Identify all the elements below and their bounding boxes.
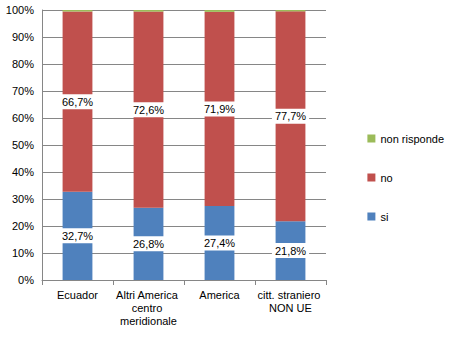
svg-text:Ecuador: Ecuador <box>57 289 98 301</box>
svg-text:NON UE: NON UE <box>269 302 312 314</box>
svg-text:no: no <box>380 172 392 184</box>
svg-text:77,7%: 77,7% <box>275 110 306 122</box>
svg-text:66,7%: 66,7% <box>62 96 93 108</box>
svg-text:centro: centro <box>132 302 166 314</box>
svg-text:21,8%: 21,8% <box>275 245 306 257</box>
svg-text:70%: 70% <box>12 85 34 97</box>
svg-text:America: America <box>199 289 240 301</box>
svg-text:71,9%: 71,9% <box>204 103 235 115</box>
svg-text:72,6%: 72,6% <box>133 104 164 116</box>
svg-text:60%: 60% <box>12 112 34 124</box>
svg-text:26,8%: 26,8% <box>133 238 164 250</box>
svg-text:80%: 80% <box>12 58 34 70</box>
svg-text:32,7%: 32,7% <box>62 230 93 242</box>
svg-text:90%: 90% <box>12 31 34 43</box>
svg-text:27,4%: 27,4% <box>204 237 235 249</box>
svg-text:citt. straniero: citt. straniero <box>257 289 323 301</box>
svg-text:40%: 40% <box>12 166 34 178</box>
svg-text:non risponde: non risponde <box>380 133 444 145</box>
svg-text:20%: 20% <box>12 220 34 232</box>
svg-text:10%: 10% <box>12 247 34 259</box>
svg-text:100%: 100% <box>6 4 34 16</box>
svg-text:meridionale: meridionale <box>120 315 177 327</box>
svg-text:30%: 30% <box>12 193 34 205</box>
svg-text:50%: 50% <box>12 139 34 151</box>
svg-text:si: si <box>380 211 388 223</box>
svg-text:0%: 0% <box>18 274 34 286</box>
svg-text:Altri America: Altri America <box>116 289 181 301</box>
